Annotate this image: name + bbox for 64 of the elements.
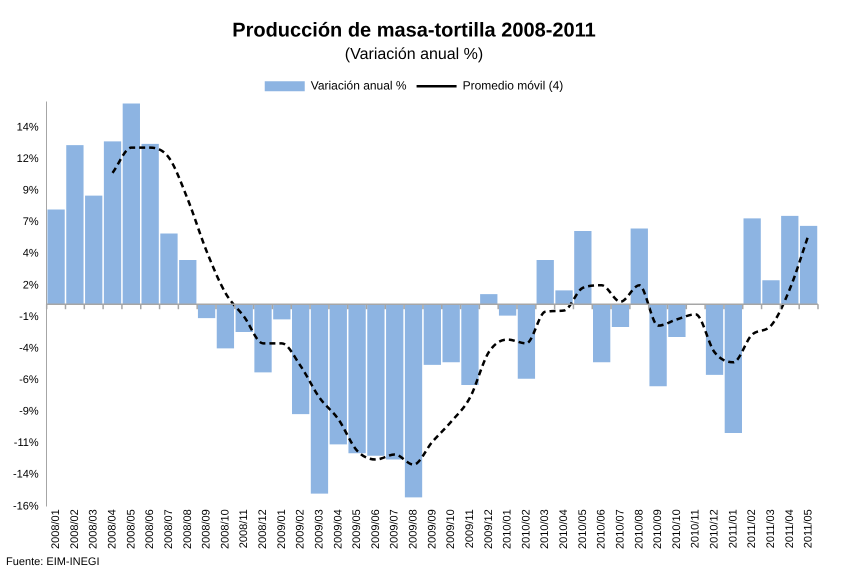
x-tick-label: 2009/05 xyxy=(351,509,364,550)
y-tick-label: -4% xyxy=(19,342,39,354)
x-tick-label: 2009/04 xyxy=(332,509,344,550)
x-tick-label: 2010/03 xyxy=(539,509,552,550)
x-tick-label: 2008/03 xyxy=(88,509,100,550)
x-tick-label: 2008/08 xyxy=(182,509,194,550)
x-tick-label: 2008/01 xyxy=(50,509,62,550)
legend-label: Variación anual % xyxy=(310,78,407,93)
x-tick-label: 2008/11 xyxy=(238,509,250,548)
x-tick-label: 2009/11 xyxy=(464,509,476,548)
x-tick-label: 2010/02 xyxy=(520,509,532,550)
x-tick-label: 2010/04 xyxy=(558,509,570,550)
x-tick-label: 2008/10 xyxy=(219,509,232,550)
x-tick-label: 2009/09 xyxy=(426,509,438,550)
x-tick-label: 2011/02 xyxy=(746,509,758,548)
y-tick-label: 14% xyxy=(16,121,39,134)
x-tick-label: 2010/08 xyxy=(633,509,646,550)
x-tick-label: 2011/01 xyxy=(727,509,740,548)
x-tick-label: 2008/12 xyxy=(257,509,270,550)
x-tick-label: 2009/01 xyxy=(276,509,288,550)
y-tick-label: -1% xyxy=(19,310,39,323)
x-tick-label: 2008/02 xyxy=(68,509,81,550)
legend-label: Promedio móvil (4) xyxy=(462,78,564,93)
y-tick-label: -14% xyxy=(12,468,39,481)
x-tick-label: 2011/05 xyxy=(802,509,815,548)
x-tick-label: 2010/11 xyxy=(690,509,702,548)
x-tick-label: 2010/12 xyxy=(708,509,721,550)
x-tick-label: 2009/12 xyxy=(482,509,495,550)
x-tick-label: 2009/02 xyxy=(294,509,307,550)
x-tick-label: 2008/06 xyxy=(144,509,156,550)
x-tick-label: 2010/05 xyxy=(576,509,589,550)
x-tick-label: 2011/03 xyxy=(765,509,777,548)
line-series xyxy=(111,146,810,466)
x-tick-label: 2010/10 xyxy=(670,509,683,550)
y-tick-label: 9% xyxy=(22,184,39,197)
x-tick-label: 2008/05 xyxy=(125,509,138,550)
bar xyxy=(649,304,667,386)
x-tick-label: 2010/09 xyxy=(652,509,664,550)
y-tick-label: -11% xyxy=(14,437,39,450)
y-tick-label: 7% xyxy=(22,216,39,228)
y-tick-label: 2% xyxy=(22,279,39,292)
x-tick-label: 2008/07 xyxy=(162,509,175,550)
x-tick-label: 2010/07 xyxy=(614,509,626,550)
y-tick-label: 12% xyxy=(16,153,39,166)
x-tick-label: 2009/03 xyxy=(313,509,326,550)
x-tick-label: 2008/04 xyxy=(106,509,119,550)
x-tick-label: 2009/08 xyxy=(408,509,420,550)
chart-title: Producción de masa-tortilla 2008-2011 xyxy=(232,20,596,42)
x-tick-label: 2009/10 xyxy=(445,509,458,550)
chart-subtitle: (Variación anual %) xyxy=(344,46,484,64)
x-tick-label: 2010/06 xyxy=(596,509,608,550)
bar xyxy=(480,294,498,304)
x-tick-label: 2011/04 xyxy=(784,509,796,548)
bar xyxy=(668,304,686,338)
y-tick-label: -16% xyxy=(12,500,39,512)
x-tick-label: 2009/06 xyxy=(370,509,382,550)
x-tick-label: 2009/07 xyxy=(388,509,401,550)
y-tick-label: 4% xyxy=(22,248,39,260)
y-tick-label: -6% xyxy=(19,374,39,386)
bar xyxy=(630,228,648,304)
source-note: Fuente: EIM-INEGI xyxy=(6,556,100,568)
x-tick-label: 2010/01 xyxy=(502,509,514,550)
y-tick-label: -9% xyxy=(19,406,39,418)
x-tick-label: 2008/09 xyxy=(200,509,213,550)
